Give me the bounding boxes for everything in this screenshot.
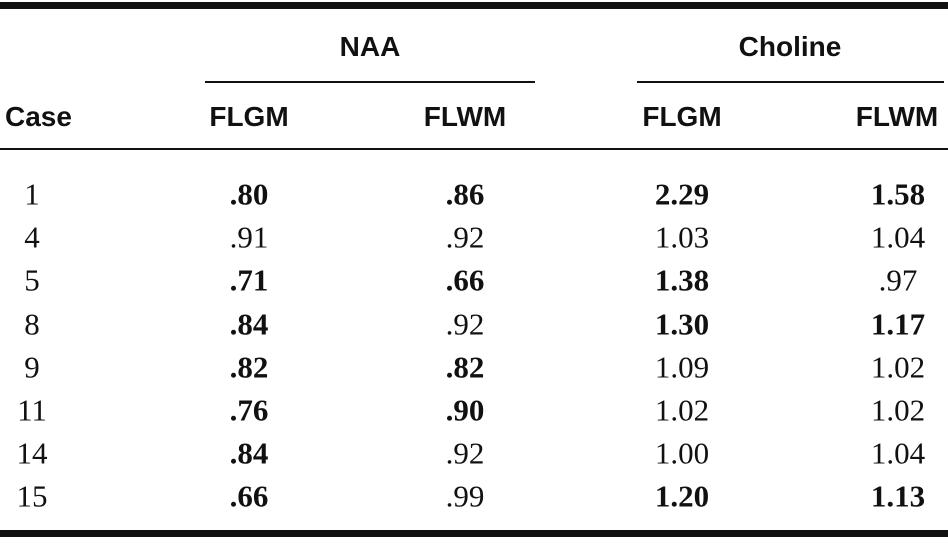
column-header: FLGM (642, 101, 722, 132)
table-cell: 1.02 (870, 349, 926, 385)
group-rule (205, 81, 535, 83)
table-cell: .82 (229, 349, 269, 385)
table-cell: 1.02 (654, 392, 710, 428)
table-cell: .71 (229, 262, 269, 298)
table-cell: .92 (445, 306, 485, 342)
table-cell: 1.30 (654, 306, 710, 342)
table-cell: .90 (445, 392, 485, 428)
table-cell: 1.20 (654, 478, 710, 514)
top-rule (0, 2, 948, 9)
table-cell: 1.38 (654, 262, 710, 298)
bottom-rule (0, 530, 948, 537)
table-cell: .84 (229, 435, 269, 471)
table-cell: .86 (445, 176, 485, 212)
column-header: FLWM (855, 101, 939, 132)
table-cell: 9 (24, 349, 40, 385)
table-cell: 1.17 (870, 306, 926, 342)
table-cell: .80 (229, 176, 269, 212)
table-cell: .99 (445, 478, 485, 514)
table-cell: 1.09 (654, 349, 710, 385)
table-cell: 8 (24, 306, 40, 342)
table-cell: 1.03 (654, 219, 710, 255)
header-rule (0, 148, 948, 150)
table-cell: .97 (878, 262, 918, 298)
table-cell: 1.04 (870, 435, 926, 471)
column-header: FLWM (423, 101, 507, 132)
table-cell: .82 (445, 349, 485, 385)
table-cell: .66 (229, 478, 269, 514)
table-cell: 5 (24, 262, 40, 298)
table-cell: 1.13 (870, 478, 926, 514)
table-cell: .66 (445, 262, 485, 298)
table-cell: 11 (17, 392, 47, 428)
column-header: FLGM (209, 101, 289, 132)
table-cell: .91 (229, 219, 269, 255)
group-header: Choline (738, 31, 842, 62)
table-cell: .92 (445, 435, 485, 471)
table-cell: 1.00 (654, 435, 710, 471)
table-cell: .84 (229, 306, 269, 342)
table-cell: 14 (16, 435, 48, 471)
table-cell: 15 (16, 478, 48, 514)
column-header: Case (5, 101, 72, 132)
table-cell: 1.02 (870, 392, 926, 428)
table-cell: 1.04 (870, 219, 926, 255)
table-cell: 2.29 (654, 176, 710, 212)
table-cell: .92 (445, 219, 485, 255)
table-cell: .76 (229, 392, 269, 428)
table-cell: 1.58 (870, 176, 926, 212)
group-rule (637, 81, 944, 83)
table-cell: 4 (24, 219, 40, 255)
table-cell: 1 (24, 176, 40, 212)
group-header: NAA (339, 31, 401, 62)
